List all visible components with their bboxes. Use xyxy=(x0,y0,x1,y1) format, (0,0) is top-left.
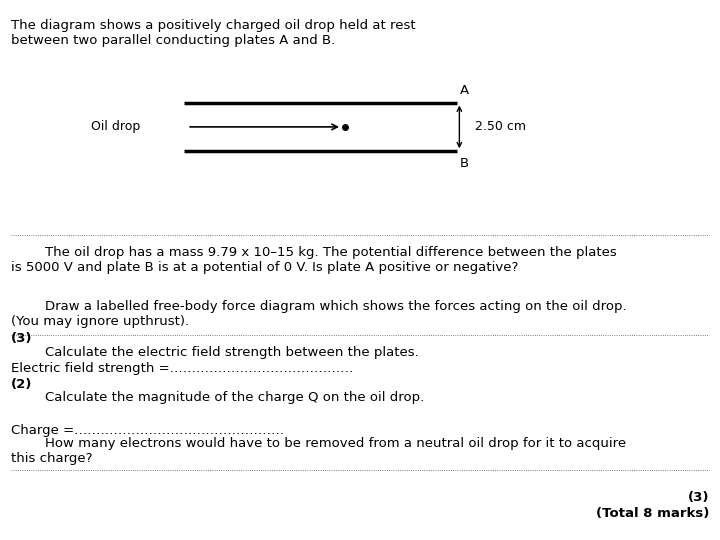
Text: Charge =…………………………………………: Charge =………………………………………… xyxy=(11,424,284,437)
Text: Draw a labelled free-body force diagram which shows the forces acting on the oil: Draw a labelled free-body force diagram … xyxy=(11,300,626,328)
Text: Calculate the magnitude of the charge Q on the oil drop.: Calculate the magnitude of the charge Q … xyxy=(11,392,424,404)
Text: The diagram shows a positively charged oil drop held at rest
between two paralle: The diagram shows a positively charged o… xyxy=(11,19,415,47)
Text: The oil drop has a mass 9.79 x 10–15 kg. The potential difference between the pl: The oil drop has a mass 9.79 x 10–15 kg.… xyxy=(11,246,616,274)
Text: A: A xyxy=(460,84,469,97)
Text: (2): (2) xyxy=(11,378,32,391)
Text: Calculate the electric field strength between the plates.: Calculate the electric field strength be… xyxy=(11,346,418,359)
Text: Oil drop: Oil drop xyxy=(91,120,140,133)
Text: How many electrons would have to be removed from a neutral oil drop for it to ac: How many electrons would have to be remo… xyxy=(11,437,626,465)
Text: 2.50 cm: 2.50 cm xyxy=(475,120,526,133)
Text: (3): (3) xyxy=(11,332,32,345)
Text: (Total 8 marks): (Total 8 marks) xyxy=(596,507,709,519)
Text: Electric field strength =……………………………………: Electric field strength =…………………………………… xyxy=(11,362,354,375)
Text: (3): (3) xyxy=(688,491,709,504)
Text: B: B xyxy=(460,157,469,170)
